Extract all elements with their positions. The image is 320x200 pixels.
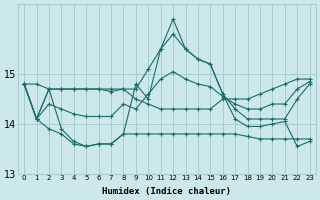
X-axis label: Humidex (Indice chaleur): Humidex (Indice chaleur) — [102, 187, 231, 196]
